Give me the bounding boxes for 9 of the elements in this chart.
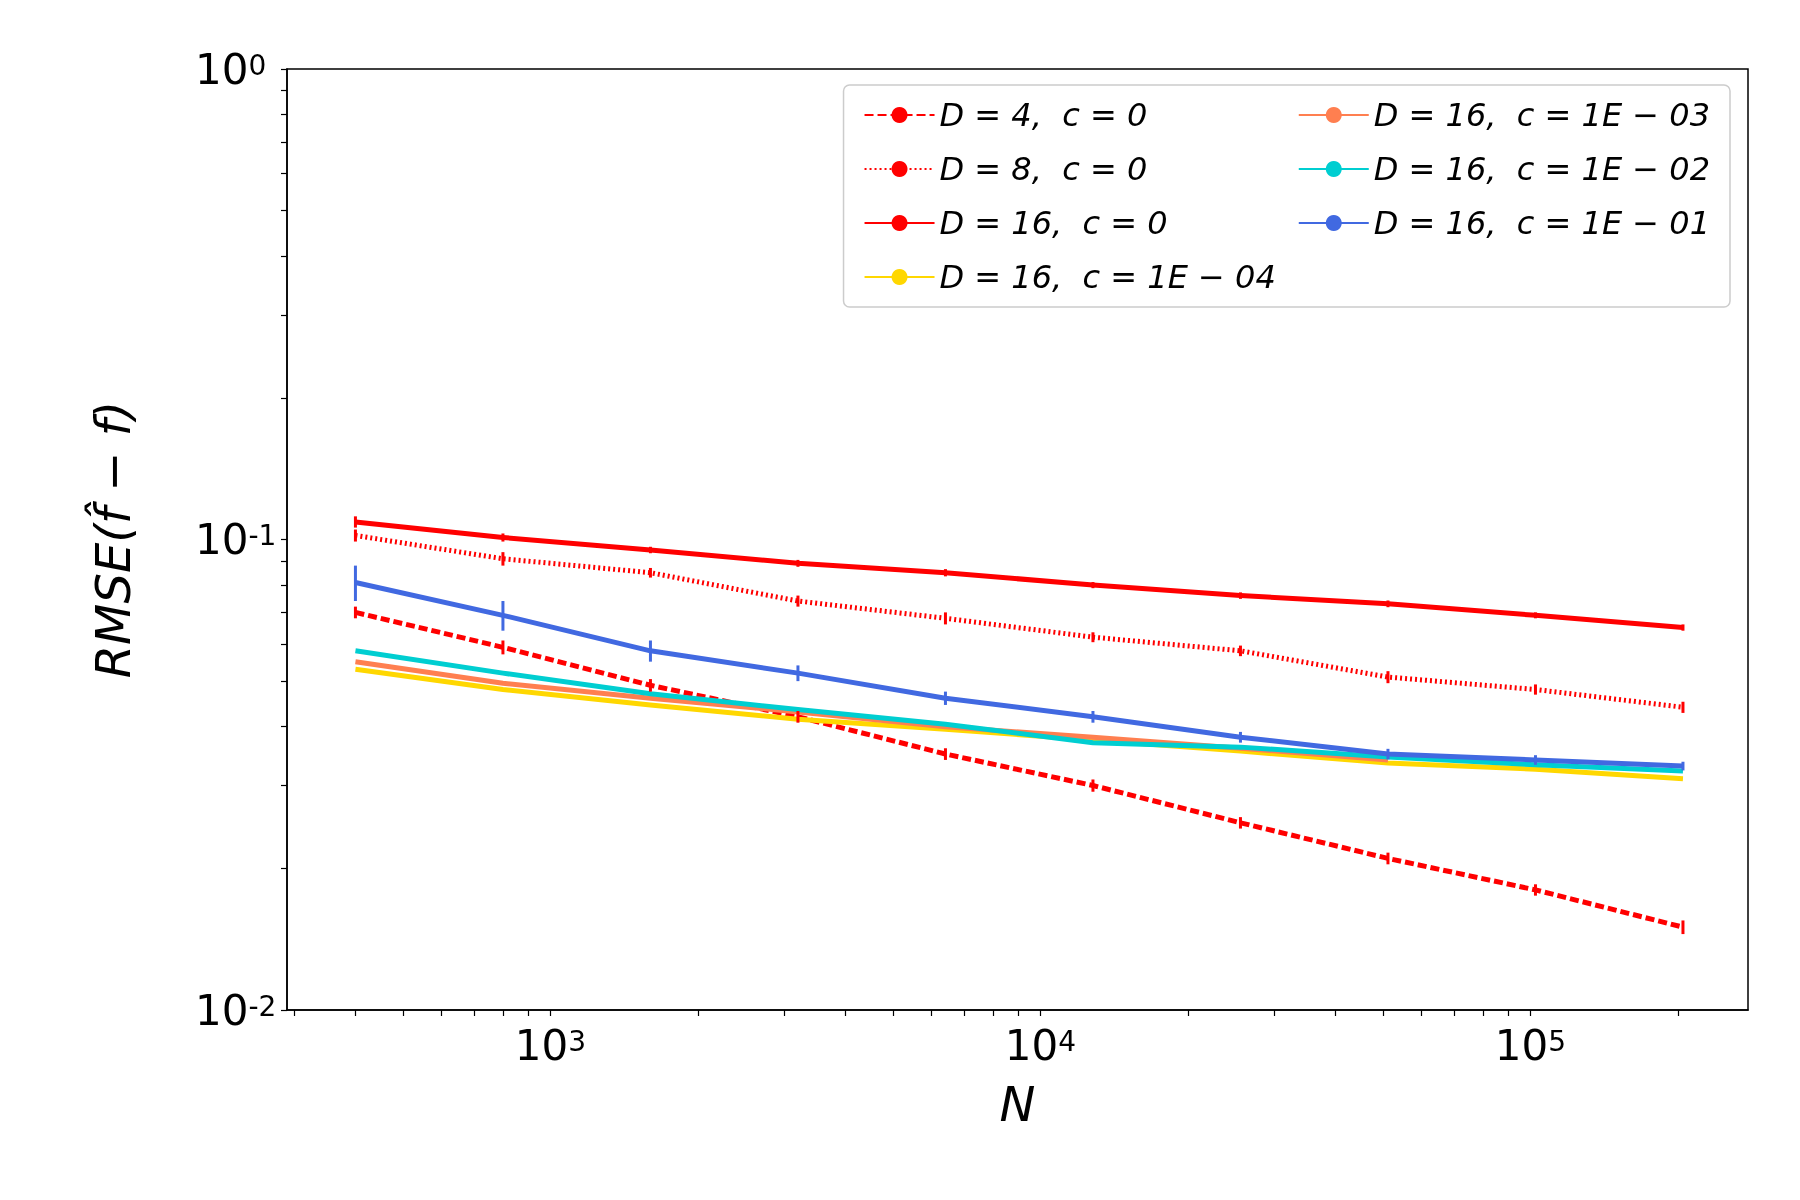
x-axis-title: N [999, 1076, 1036, 1132]
legend-label: D = 16, c = 1E − 01 [1373, 204, 1710, 242]
legend-label: D = 4, c = 0 [939, 96, 1148, 134]
legend-label: D = 8, c = 0 [939, 150, 1148, 188]
legend-label: D = 16, c = 1E − 03 [1373, 96, 1710, 134]
legend-label: D = 16, c = 1E − 04 [939, 258, 1276, 296]
legend-label: D = 16, c = 1E − 02 [1373, 150, 1710, 188]
y-axis-title: RMSE(f̂ − f) [84, 400, 141, 679]
legend-label: D = 16, c = 0 [939, 204, 1168, 242]
